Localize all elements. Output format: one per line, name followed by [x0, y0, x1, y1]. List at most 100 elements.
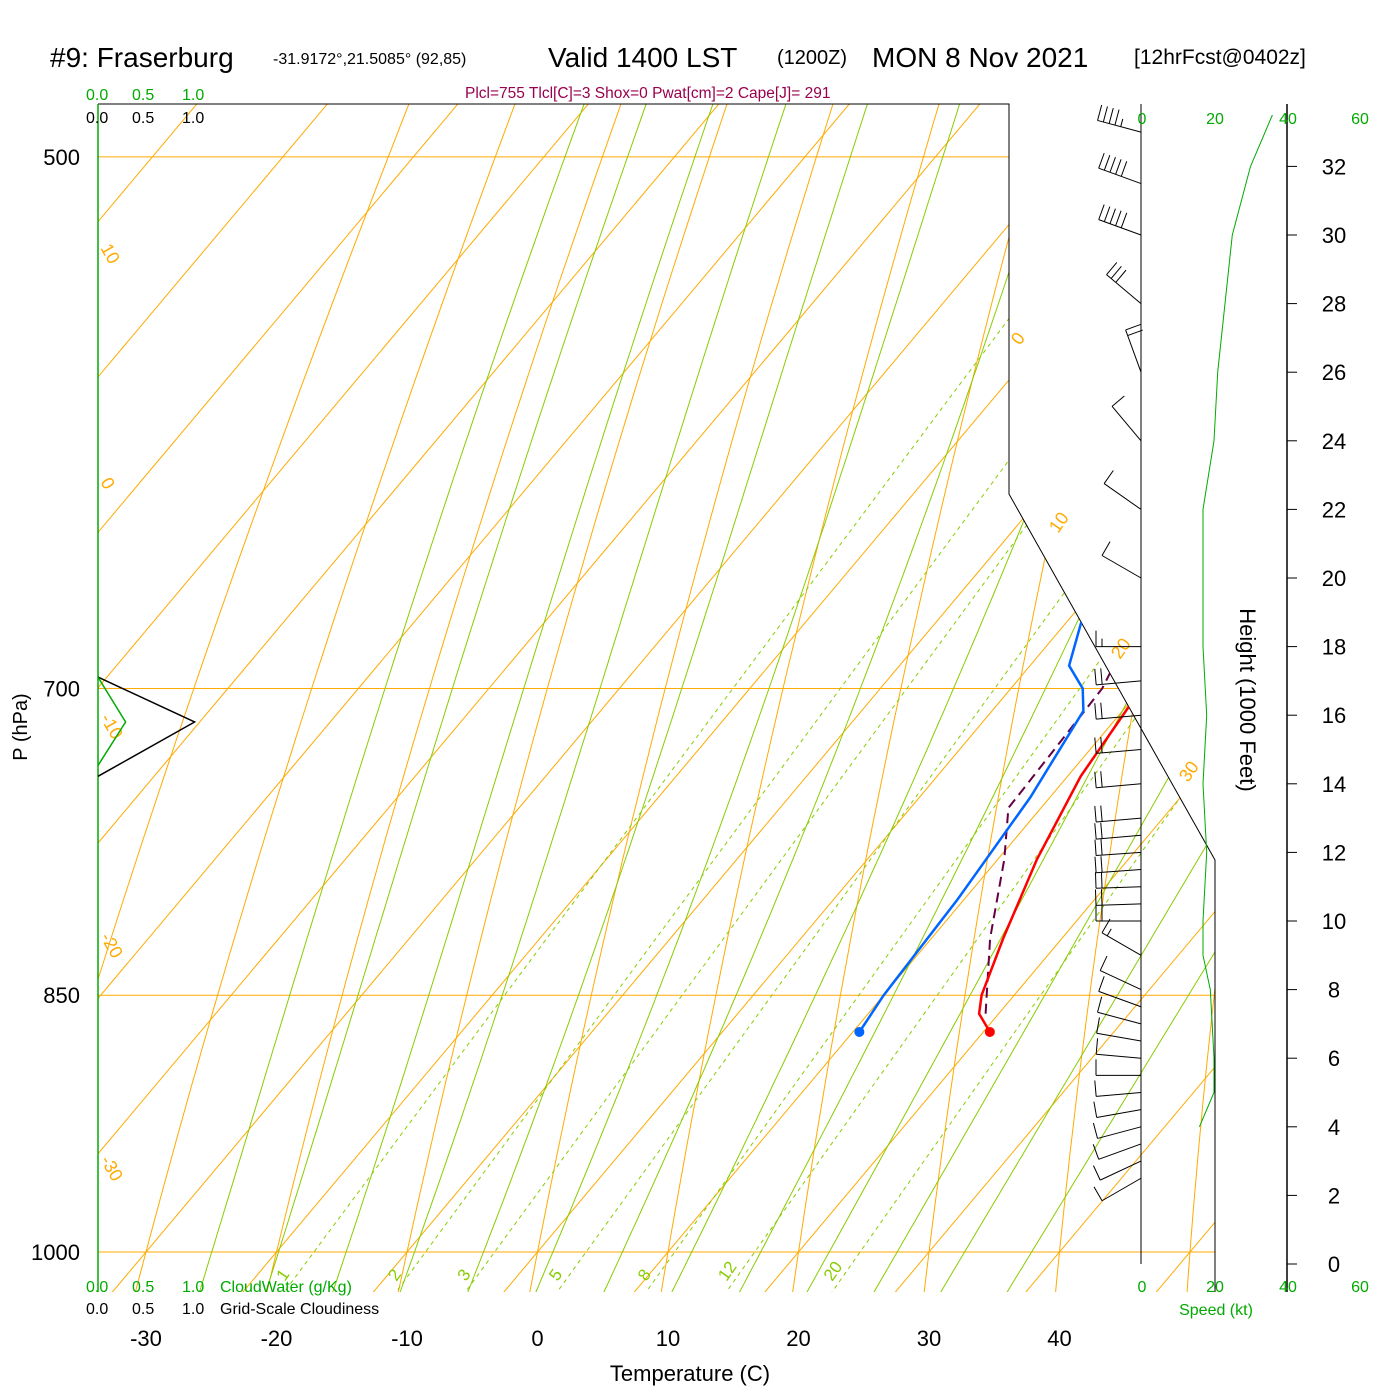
surface-temperature-dot	[984, 1026, 995, 1037]
plot-frame	[98, 103, 1216, 1292]
isotherm-label: 30	[1175, 757, 1203, 785]
wind-barb-staff	[1096, 680, 1142, 686]
wind-barb-flag	[1127, 329, 1143, 337]
dry-adiabat	[914, 104, 1215, 1292]
dry-adiabat	[98, 104, 891, 1292]
cloudwater-label: CloudWater (g/Kg)	[220, 1279, 352, 1296]
isotherm-label: 10	[1045, 508, 1073, 536]
wind-barb-flag	[1103, 206, 1111, 222]
wind-barb-flag	[1096, 1017, 1100, 1034]
wind-barb-flag	[1092, 1122, 1099, 1139]
mixing-ratio-line	[223, 104, 1215, 1292]
stability-indices: Plcl=755 Tlcl[C]=3 Shox=0 Pwat[cm]=2 Cap…	[465, 85, 830, 102]
x-tick-label: -10	[391, 1326, 423, 1351]
speed-top-tick-0: 0	[1138, 111, 1147, 128]
wind-barb-flag	[1120, 212, 1128, 228]
isotherm	[98, 104, 605, 1292]
mixing-ratio-label: 3	[454, 1266, 475, 1285]
mixing-ratio-label: 12	[714, 1258, 740, 1284]
wind-barb-flag	[1108, 107, 1114, 124]
wind-barb-staff	[1111, 406, 1142, 442]
wind-barb	[1095, 630, 1141, 648]
wind-barb-flag	[1100, 668, 1103, 685]
height-tick-label: 2	[1328, 1183, 1340, 1208]
wind-barb-flag	[1094, 771, 1097, 788]
wind-barb	[1097, 996, 1142, 1025]
height-tick-label: 20	[1322, 566, 1346, 591]
dry-adiabat	[647, 104, 1215, 1292]
wind-barb-flag	[1094, 839, 1097, 856]
isotherm-label: -30	[97, 1152, 127, 1185]
speed-bottom-tick-3: 60	[1351, 1279, 1369, 1296]
wind-barb-flag	[1094, 872, 1097, 889]
cloud-top-green-0: 0.0	[86, 87, 108, 104]
wind-barb-flag	[1092, 1144, 1100, 1160]
wind-barb-flag	[1100, 856, 1103, 873]
dry-adiabat	[1315, 0, 1400, 1374]
wind-barb	[1097, 104, 1142, 133]
wind-barb-flag	[1101, 541, 1111, 556]
mixing-ratio-label: 5	[545, 1266, 566, 1285]
wind-barb-staff	[1096, 749, 1142, 754]
height-tick-label: 10	[1322, 909, 1346, 934]
speed-bottom-tick-0: 0	[1138, 1279, 1147, 1296]
wind-barb	[1098, 204, 1142, 236]
height-tick-label: 4	[1328, 1115, 1340, 1140]
wind-barb-flag	[1093, 1186, 1103, 1201]
wind-barb	[1094, 668, 1142, 686]
isotherm	[98, 104, 1127, 1292]
wind-barb	[1093, 1160, 1142, 1181]
wind-barb-staff	[1106, 274, 1142, 304]
cloudiness-label: Grid-Scale Cloudiness	[220, 1301, 379, 1318]
mixing-ratio-line	[774, 104, 1215, 1292]
cloud-bottom-green-2: 1.0	[182, 1279, 204, 1296]
wind-barb-staff	[1101, 555, 1142, 579]
cloud-top-green-1: 0.5	[132, 87, 154, 104]
mixing-ratio-line	[667, 104, 1215, 1292]
wind-barb-staff	[1100, 970, 1142, 991]
wind-barb-staff	[1096, 834, 1142, 840]
wind-barb-flag	[1114, 109, 1120, 126]
forecast-tag: [12hrFcst@0402z]	[1134, 46, 1306, 69]
wind-barb-flag	[1095, 1038, 1099, 1055]
cloud-bottom-green-1: 0.5	[132, 1279, 154, 1296]
wind-barb-flag	[1109, 157, 1116, 173]
x-tick-label: 0	[531, 1326, 543, 1351]
height-tick-label: 24	[1322, 429, 1346, 454]
wind-barb-staff	[1098, 990, 1142, 1008]
wind-barb-flag	[1110, 265, 1122, 279]
speed-bottom-tick-2: 40	[1279, 1279, 1297, 1296]
wind-barb	[1106, 262, 1142, 304]
isotherm-label: 10	[97, 240, 124, 267]
height-tick-label: 28	[1322, 292, 1346, 317]
mixing-ratio-label: 2	[384, 1266, 405, 1285]
wind-barb-staff	[1096, 851, 1142, 857]
isotherm	[98, 104, 1215, 1292]
dry-adiabat	[114, 104, 978, 1292]
isotherm-label: 20	[1107, 634, 1135, 662]
wind-barb-staff	[1096, 886, 1142, 889]
wind-barb-staff	[1096, 1109, 1142, 1118]
x-tick-label: 10	[656, 1326, 680, 1351]
wind-barb-flag	[1125, 323, 1141, 331]
wind-barb-staff	[1096, 903, 1142, 906]
moist-adiabat	[500, 104, 1215, 1292]
wind-barb-flag	[1100, 702, 1103, 719]
dry-adiabat	[1181, 104, 1215, 1292]
moist-adiabat	[891, 104, 1215, 1292]
pressure-tick-label: 1000	[31, 1240, 80, 1265]
wind-barb-flag	[1109, 208, 1116, 224]
wind-barb-flag	[1094, 668, 1097, 685]
wind-barb	[1094, 872, 1142, 889]
wind-barb-staff	[1096, 714, 1142, 720]
moist-adiabat	[630, 104, 1215, 1292]
height-tick-label: 26	[1322, 360, 1346, 385]
wind-barb-staff	[1101, 932, 1142, 956]
height-tick-label: 22	[1322, 497, 1346, 522]
dewpoint-line	[858, 104, 1215, 1033]
wind-barb-staff	[1098, 1143, 1142, 1160]
wind-barb	[1094, 889, 1142, 906]
wind-barb	[1101, 541, 1142, 579]
wind-barb	[1103, 470, 1142, 510]
wind-barb	[1125, 323, 1143, 373]
